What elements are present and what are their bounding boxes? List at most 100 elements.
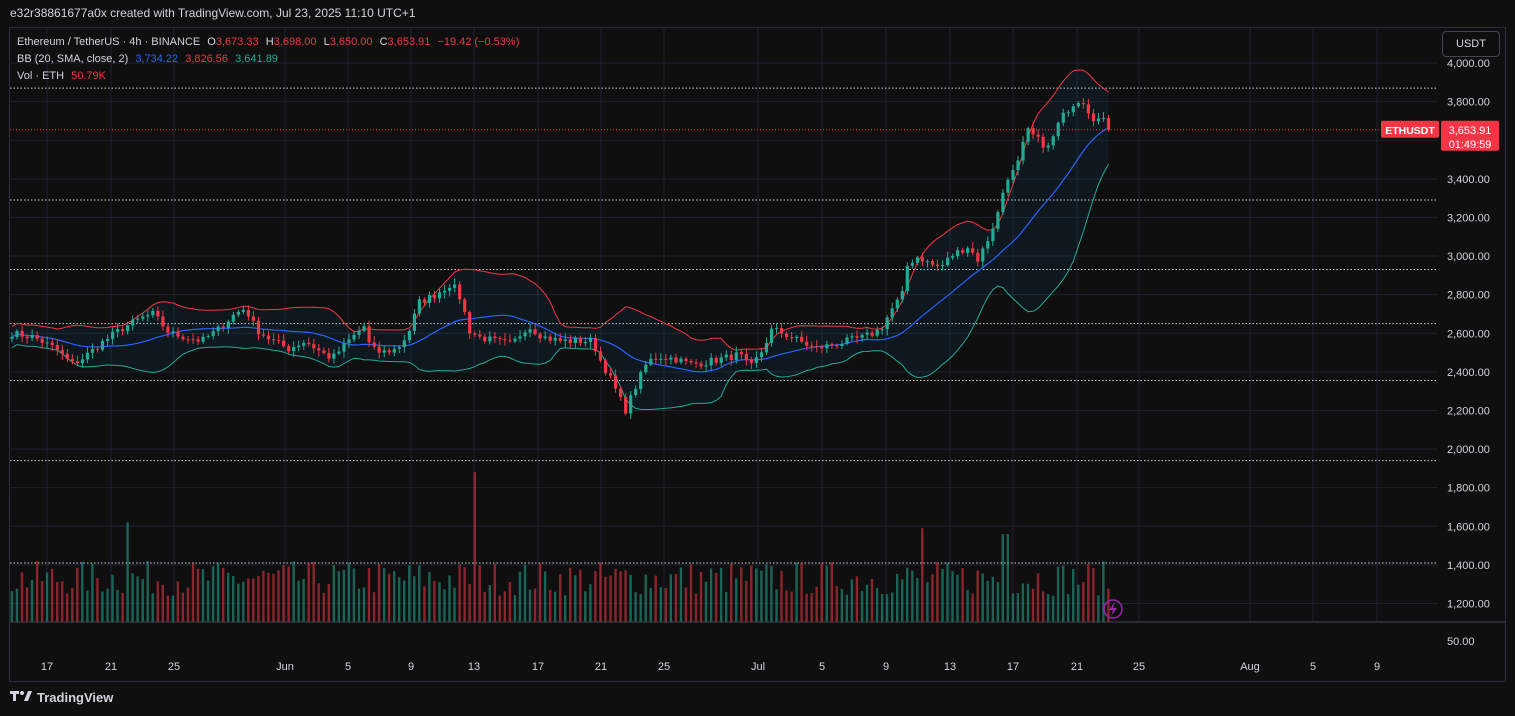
volume-bar bbox=[292, 561, 295, 622]
candle-body bbox=[226, 321, 230, 328]
candle-body bbox=[95, 348, 100, 350]
volume-bar bbox=[986, 580, 989, 622]
volume-bar bbox=[584, 591, 587, 622]
y-tick-label: 2,400.00 bbox=[1447, 367, 1490, 379]
volume-bar bbox=[146, 561, 149, 622]
candle-body bbox=[221, 326, 225, 329]
y-tick-label: 4,000.00 bbox=[1447, 58, 1490, 70]
volume-bar bbox=[589, 584, 592, 622]
volume-bar bbox=[649, 588, 652, 622]
candle-body bbox=[1106, 118, 1111, 130]
candle-body bbox=[90, 348, 95, 353]
candle-body bbox=[362, 326, 366, 331]
lightning-icon[interactable] bbox=[1103, 599, 1123, 619]
candle-body bbox=[432, 295, 437, 299]
volume-bar bbox=[297, 580, 300, 622]
symbol-badge[interactable] bbox=[1381, 120, 1439, 138]
candle-body bbox=[377, 346, 381, 353]
volume-bar bbox=[911, 570, 914, 622]
chart-legend: Ethereum / TetherUS · 4h · BINANCE O3,67… bbox=[17, 34, 519, 85]
candle-body bbox=[719, 357, 723, 363]
candle-body bbox=[689, 361, 693, 363]
volume-bar bbox=[679, 567, 683, 622]
candle-body bbox=[971, 248, 975, 253]
volume-bar bbox=[362, 587, 366, 622]
candle-body bbox=[875, 329, 879, 336]
candle-body bbox=[709, 357, 713, 366]
candle-body bbox=[890, 308, 894, 318]
volume-bar bbox=[624, 570, 627, 622]
candle-body bbox=[40, 338, 44, 343]
candle-body bbox=[568, 339, 572, 343]
volume-bar bbox=[1036, 573, 1040, 622]
volume-bar bbox=[619, 571, 622, 622]
volume-bar bbox=[1006, 534, 1009, 622]
candle-body bbox=[880, 329, 884, 331]
candle-body bbox=[272, 339, 276, 341]
volume-bar bbox=[956, 574, 959, 622]
volume-bar bbox=[780, 570, 783, 622]
volume-bar bbox=[106, 588, 109, 622]
volume-bar bbox=[538, 562, 542, 622]
volume-bar bbox=[901, 579, 904, 622]
legend-vol-label[interactable]: Vol · ETH bbox=[17, 70, 65, 82]
volume-bar bbox=[740, 567, 743, 622]
volume-bar bbox=[639, 594, 642, 622]
volume-bar bbox=[81, 561, 84, 622]
volume-bar bbox=[604, 576, 607, 622]
currency-button[interactable]: USDT bbox=[1442, 31, 1500, 57]
candle-body bbox=[412, 313, 416, 331]
volume-bar bbox=[634, 592, 637, 622]
volume-bar bbox=[548, 589, 552, 622]
x-tick-label: 17 bbox=[532, 661, 544, 673]
volume-bar bbox=[569, 567, 572, 622]
candle-body bbox=[533, 329, 537, 335]
candle-body bbox=[161, 316, 165, 327]
volume-bar bbox=[513, 595, 517, 622]
candle-body bbox=[523, 332, 527, 337]
volume-bar bbox=[322, 593, 325, 622]
y-tick-label: 3,800.00 bbox=[1447, 97, 1490, 109]
candle-body bbox=[840, 343, 844, 346]
candle-body bbox=[417, 299, 421, 314]
candle-body bbox=[282, 340, 286, 347]
candle-body bbox=[397, 347, 401, 349]
volume-bar bbox=[357, 588, 361, 622]
candle-body bbox=[729, 354, 733, 360]
candle-body bbox=[930, 261, 935, 265]
volume-bar bbox=[1001, 534, 1004, 622]
candle-body bbox=[941, 265, 945, 267]
volume-bar bbox=[232, 575, 235, 622]
candle-body bbox=[885, 317, 889, 330]
candle-body bbox=[518, 336, 522, 339]
volume-bar bbox=[674, 573, 678, 622]
candle-body bbox=[407, 331, 411, 341]
volume-bar bbox=[216, 562, 220, 622]
legend-bb-label[interactable]: BB (20, SMA, close, 2) bbox=[17, 53, 129, 65]
legend-open-label: O bbox=[207, 36, 216, 48]
candle-body bbox=[855, 336, 859, 338]
volume-bar bbox=[830, 562, 833, 622]
volume-bar bbox=[704, 581, 708, 622]
x-tick-label: Aug bbox=[1240, 661, 1260, 673]
volume-bar bbox=[694, 593, 698, 622]
candle-body bbox=[538, 334, 542, 339]
volume-bar bbox=[850, 579, 854, 622]
candle-body bbox=[131, 319, 135, 326]
candle-body bbox=[935, 264, 940, 267]
candle-body bbox=[493, 336, 497, 338]
candle-body bbox=[699, 363, 703, 367]
candle-body bbox=[402, 340, 406, 348]
volume-bar bbox=[483, 591, 486, 622]
candle-body bbox=[845, 337, 849, 344]
candle-body bbox=[644, 364, 648, 373]
candle-body bbox=[1016, 160, 1020, 170]
volume-bar bbox=[201, 569, 205, 622]
candle-body bbox=[10, 337, 14, 339]
candle-body bbox=[1051, 136, 1055, 146]
candle-body bbox=[603, 360, 608, 374]
candle-body bbox=[1091, 113, 1096, 122]
legend-symbol[interactable]: Ethereum / TetherUS · 4h · BINANCE bbox=[17, 36, 201, 48]
volume-bar bbox=[800, 562, 803, 622]
